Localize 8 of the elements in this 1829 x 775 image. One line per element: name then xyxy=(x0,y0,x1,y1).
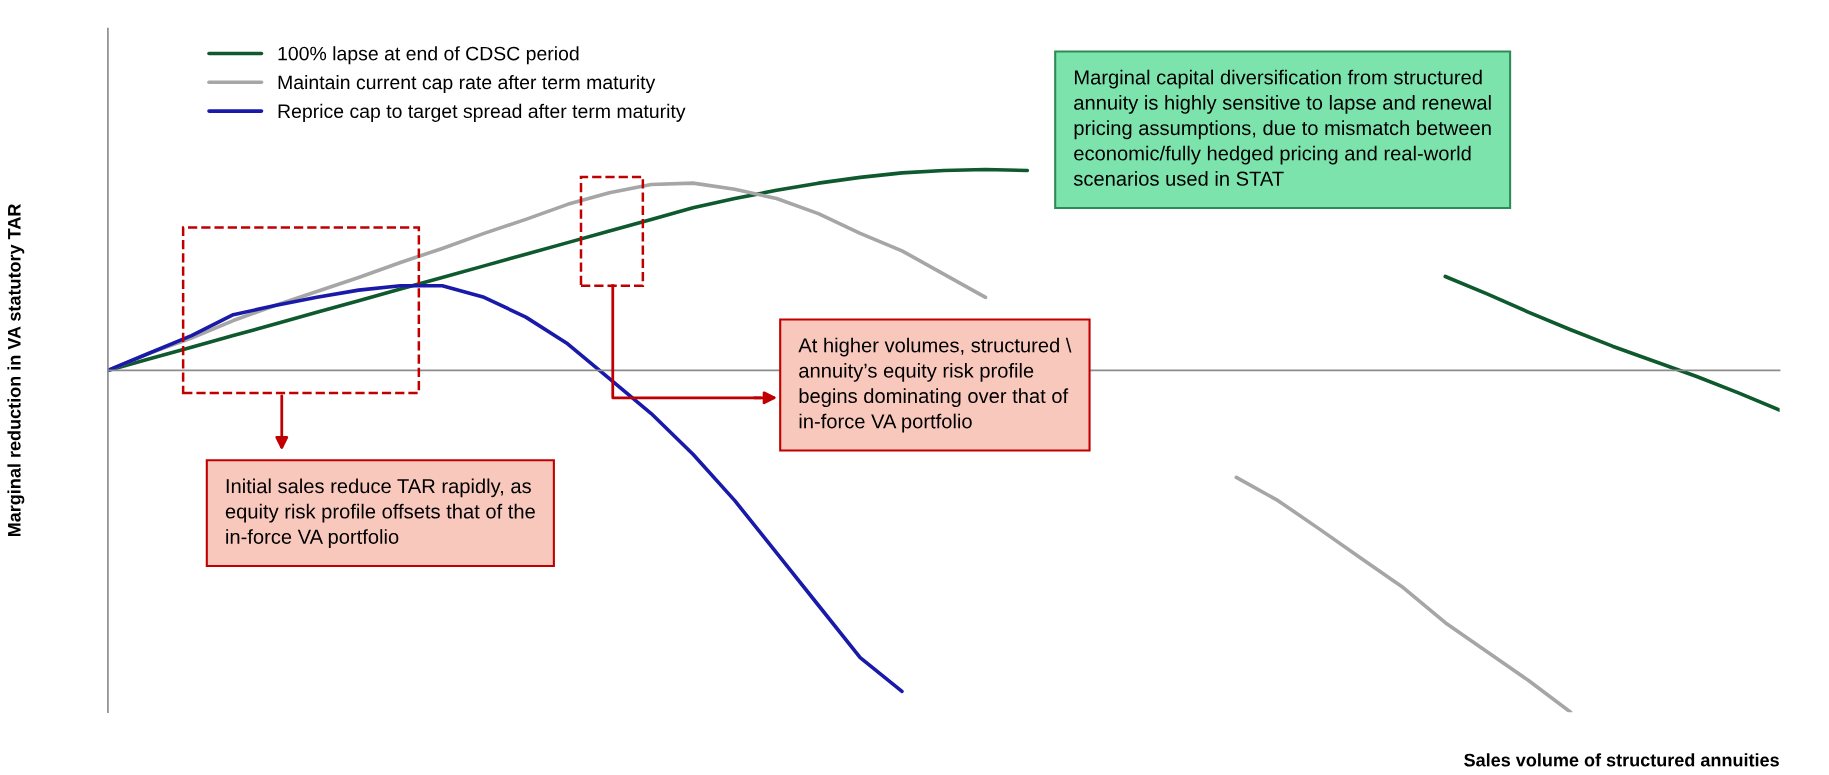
legend-label: Reprice cap to target spread after term maturity xyxy=(278,103,686,122)
y-axis-title: Marginal reduction in VA statutory TAR xyxy=(7,203,25,537)
annotation: At higher volumes, structured \ annuity’s equity risk profile begins dominating over that of in-force VA portfolio xyxy=(798,337,1072,433)
annotation: Marginal capital diversification from structured annuity is highly sensitive to lapse and renewal pricing assumptions, due to mismatch between economic/fully hedged pricing and real-world scenarios used in STAT xyxy=(1073,69,1491,186)
x-axis-title: Sales volume of structured annuities xyxy=(1464,753,1779,767)
legend-label: 100% lapse at end of CDSC period xyxy=(278,46,579,65)
legend-label: Maintain current cap rate after term maturity xyxy=(278,75,656,94)
annotation: Initial sales reduce TAR rapidly, as equity risk profile offsets that of the in-force VA portfolio xyxy=(225,478,535,548)
